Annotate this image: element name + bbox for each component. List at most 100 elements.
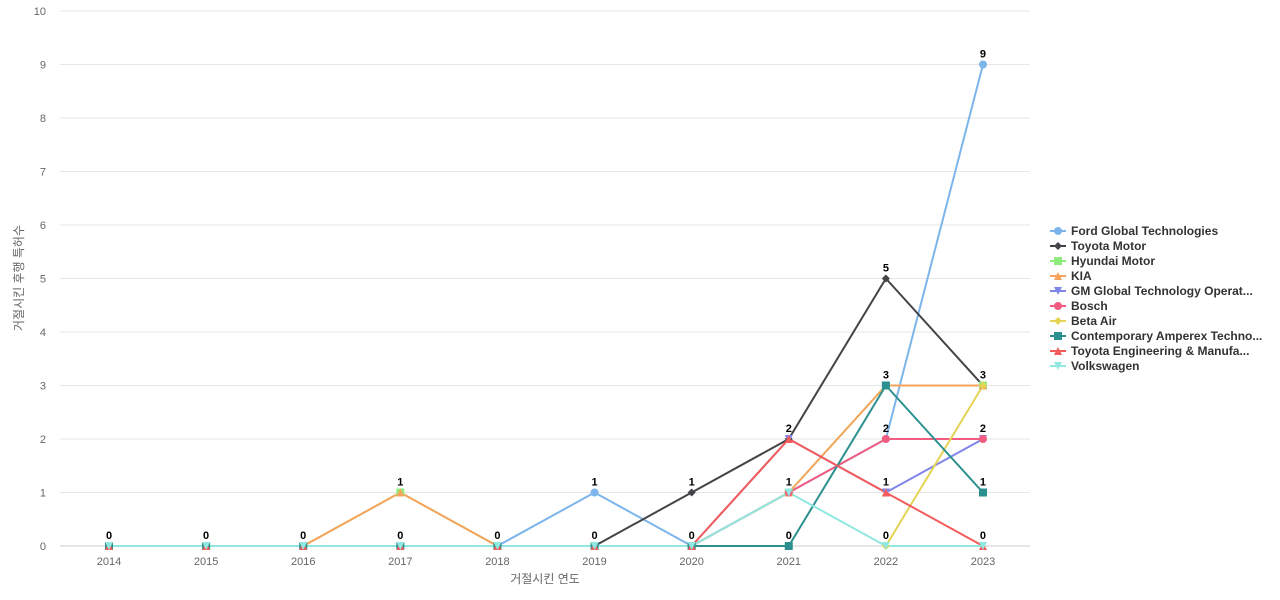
- data-point-bosch[interactable]: [881, 435, 890, 443]
- legend-item-ford-global-technologies[interactable]: Ford Global Technologies: [1050, 223, 1262, 238]
- data-label: 0: [203, 530, 209, 542]
- x-tick-label: 2015: [194, 556, 218, 568]
- data-point-volkswagen[interactable]: [978, 542, 987, 550]
- x-tick-label: 2014: [97, 556, 121, 568]
- series-line-beta-air[interactable]: [884, 384, 984, 547]
- legend-label: KIA: [1071, 268, 1092, 283]
- data-point-toyota-motor[interactable]: [687, 488, 696, 497]
- data-label: 0: [980, 530, 986, 542]
- y-tick-label: 2: [40, 434, 46, 446]
- y-tick-label: 6: [40, 220, 46, 232]
- legend-item-toyota-engineering-manufa[interactable]: Toyota Engineering & Manufa...: [1050, 343, 1262, 358]
- data-point-volkswagen[interactable]: [881, 542, 890, 550]
- legend-label: Hyundai Motor: [1071, 253, 1155, 268]
- data-point-toyota-motor[interactable]: [881, 274, 890, 283]
- data-label: 1: [397, 477, 403, 489]
- series-line-toyota-motor[interactable]: [593, 277, 984, 547]
- data-point-contemporary-amperex-techno[interactable]: [978, 488, 987, 497]
- data-label: 9: [980, 49, 986, 61]
- x-tick-label: 2019: [582, 556, 606, 568]
- data-point-ford-global-technologies[interactable]: [978, 60, 987, 69]
- y-tick-label: 8: [40, 113, 46, 125]
- data-point-volkswagen[interactable]: [687, 542, 696, 550]
- legend-symbol: [1050, 286, 1066, 295]
- x-tick-label: 2021: [777, 556, 801, 568]
- data-label: 0: [786, 530, 792, 542]
- legend-item-gm-global-technology-operat[interactable]: GM Global Technology Operat...: [1050, 283, 1262, 298]
- y-tick-label: 1: [40, 488, 46, 500]
- data-label: 1: [883, 477, 889, 489]
- series-line-hyundai-motor[interactable]: [108, 384, 984, 547]
- data-point-contemporary-amperex-techno[interactable]: [784, 542, 793, 550]
- series-line-kia[interactable]: [108, 384, 984, 547]
- legend-marker: [1054, 346, 1062, 355]
- series-line-contemporary-amperex-techno[interactable]: [108, 384, 984, 547]
- legend-symbol: [1050, 316, 1066, 325]
- data-point-toyota-engineering-manufa[interactable]: [784, 435, 793, 443]
- data-point-beta-air[interactable]: [978, 381, 987, 390]
- series-lines: [108, 63, 984, 547]
- legend-marker: [1054, 361, 1062, 370]
- data-point-bosch[interactable]: [978, 435, 987, 443]
- data-label: 1: [689, 477, 695, 489]
- data-point-volkswagen[interactable]: [299, 542, 308, 550]
- y-tick-label: 10: [34, 6, 46, 18]
- legend-symbol: [1050, 241, 1066, 250]
- legend-item-beta-air[interactable]: Beta Air: [1050, 313, 1262, 328]
- y-tick-label: 3: [40, 381, 46, 393]
- series-markers: [105, 60, 987, 550]
- data-point-volkswagen[interactable]: [105, 542, 113, 550]
- y-tick-label: 9: [40, 60, 46, 72]
- data-point-toyota-engineering-manufa[interactable]: [881, 488, 890, 497]
- data-point-volkswagen[interactable]: [202, 542, 211, 550]
- legend-item-volkswagen[interactable]: Volkswagen: [1050, 358, 1262, 373]
- legend-symbol: [1050, 361, 1066, 370]
- legend-marker: [1054, 316, 1062, 325]
- data-label: 2: [786, 423, 792, 435]
- data-label: 0: [591, 530, 597, 542]
- legend-symbol: [1050, 301, 1066, 310]
- data-label: 3: [883, 370, 889, 382]
- data-point-ford-global-technologies[interactable]: [590, 488, 599, 497]
- legend-label: Toyota Engineering & Manufa...: [1071, 343, 1250, 358]
- data-point-contemporary-amperex-techno[interactable]: [881, 381, 890, 390]
- legend: Ford Global Technologies Toyota Motor Hyun…: [1050, 223, 1262, 373]
- legend-item-kia[interactable]: KIA: [1050, 268, 1262, 283]
- data-label: 5: [883, 263, 889, 275]
- x-tick-label: 2022: [874, 556, 898, 568]
- data-point-volkswagen[interactable]: [784, 488, 793, 497]
- legend-item-hyundai-motor[interactable]: Hyundai Motor: [1050, 253, 1262, 268]
- legend-marker: [1054, 271, 1062, 280]
- data-point-volkswagen[interactable]: [493, 542, 502, 550]
- series-line-volkswagen[interactable]: [108, 491, 984, 547]
- y-tick-label: 0: [40, 541, 46, 553]
- x-tick-label: 2023: [971, 556, 995, 568]
- legend-label: Bosch: [1071, 298, 1108, 313]
- legend-item-toyota-motor[interactable]: Toyota Motor: [1050, 238, 1262, 253]
- legend-symbol: [1050, 346, 1066, 355]
- data-label: 2: [980, 423, 986, 435]
- legend-symbol: [1050, 331, 1066, 340]
- x-tick-label: 2018: [485, 556, 509, 568]
- x-axis-ticks: 2014 2015 2016 2017 2018 2019 2020 2021 2022 2023: [97, 556, 995, 568]
- legend-label: Contemporary Amperex Techno...: [1071, 328, 1263, 343]
- legend-marker: [1054, 256, 1062, 265]
- data-label: 0: [689, 530, 695, 542]
- legend-symbol: [1050, 271, 1066, 280]
- legend-item-bosch[interactable]: Bosch: [1050, 298, 1262, 313]
- data-label: 0: [106, 530, 112, 542]
- y-tick-label: 5: [40, 274, 46, 286]
- legend-marker: [1054, 226, 1062, 235]
- y-axis-ticks: 0 1 2 3 4 5 6 7 8 9 10: [34, 6, 46, 553]
- data-point-kia[interactable]: [396, 488, 405, 497]
- x-tick-label: 2020: [679, 556, 703, 568]
- data-point-volkswagen[interactable]: [590, 542, 599, 550]
- legend-marker: [1054, 301, 1062, 310]
- legend-label: Ford Global Technologies: [1071, 223, 1219, 238]
- legend-label: Beta Air: [1071, 313, 1117, 328]
- data-label: 1: [591, 477, 597, 489]
- legend-item-contemporary-amperex-techno[interactable]: Contemporary Amperex Techno...: [1050, 328, 1262, 343]
- data-point-volkswagen[interactable]: [396, 542, 405, 550]
